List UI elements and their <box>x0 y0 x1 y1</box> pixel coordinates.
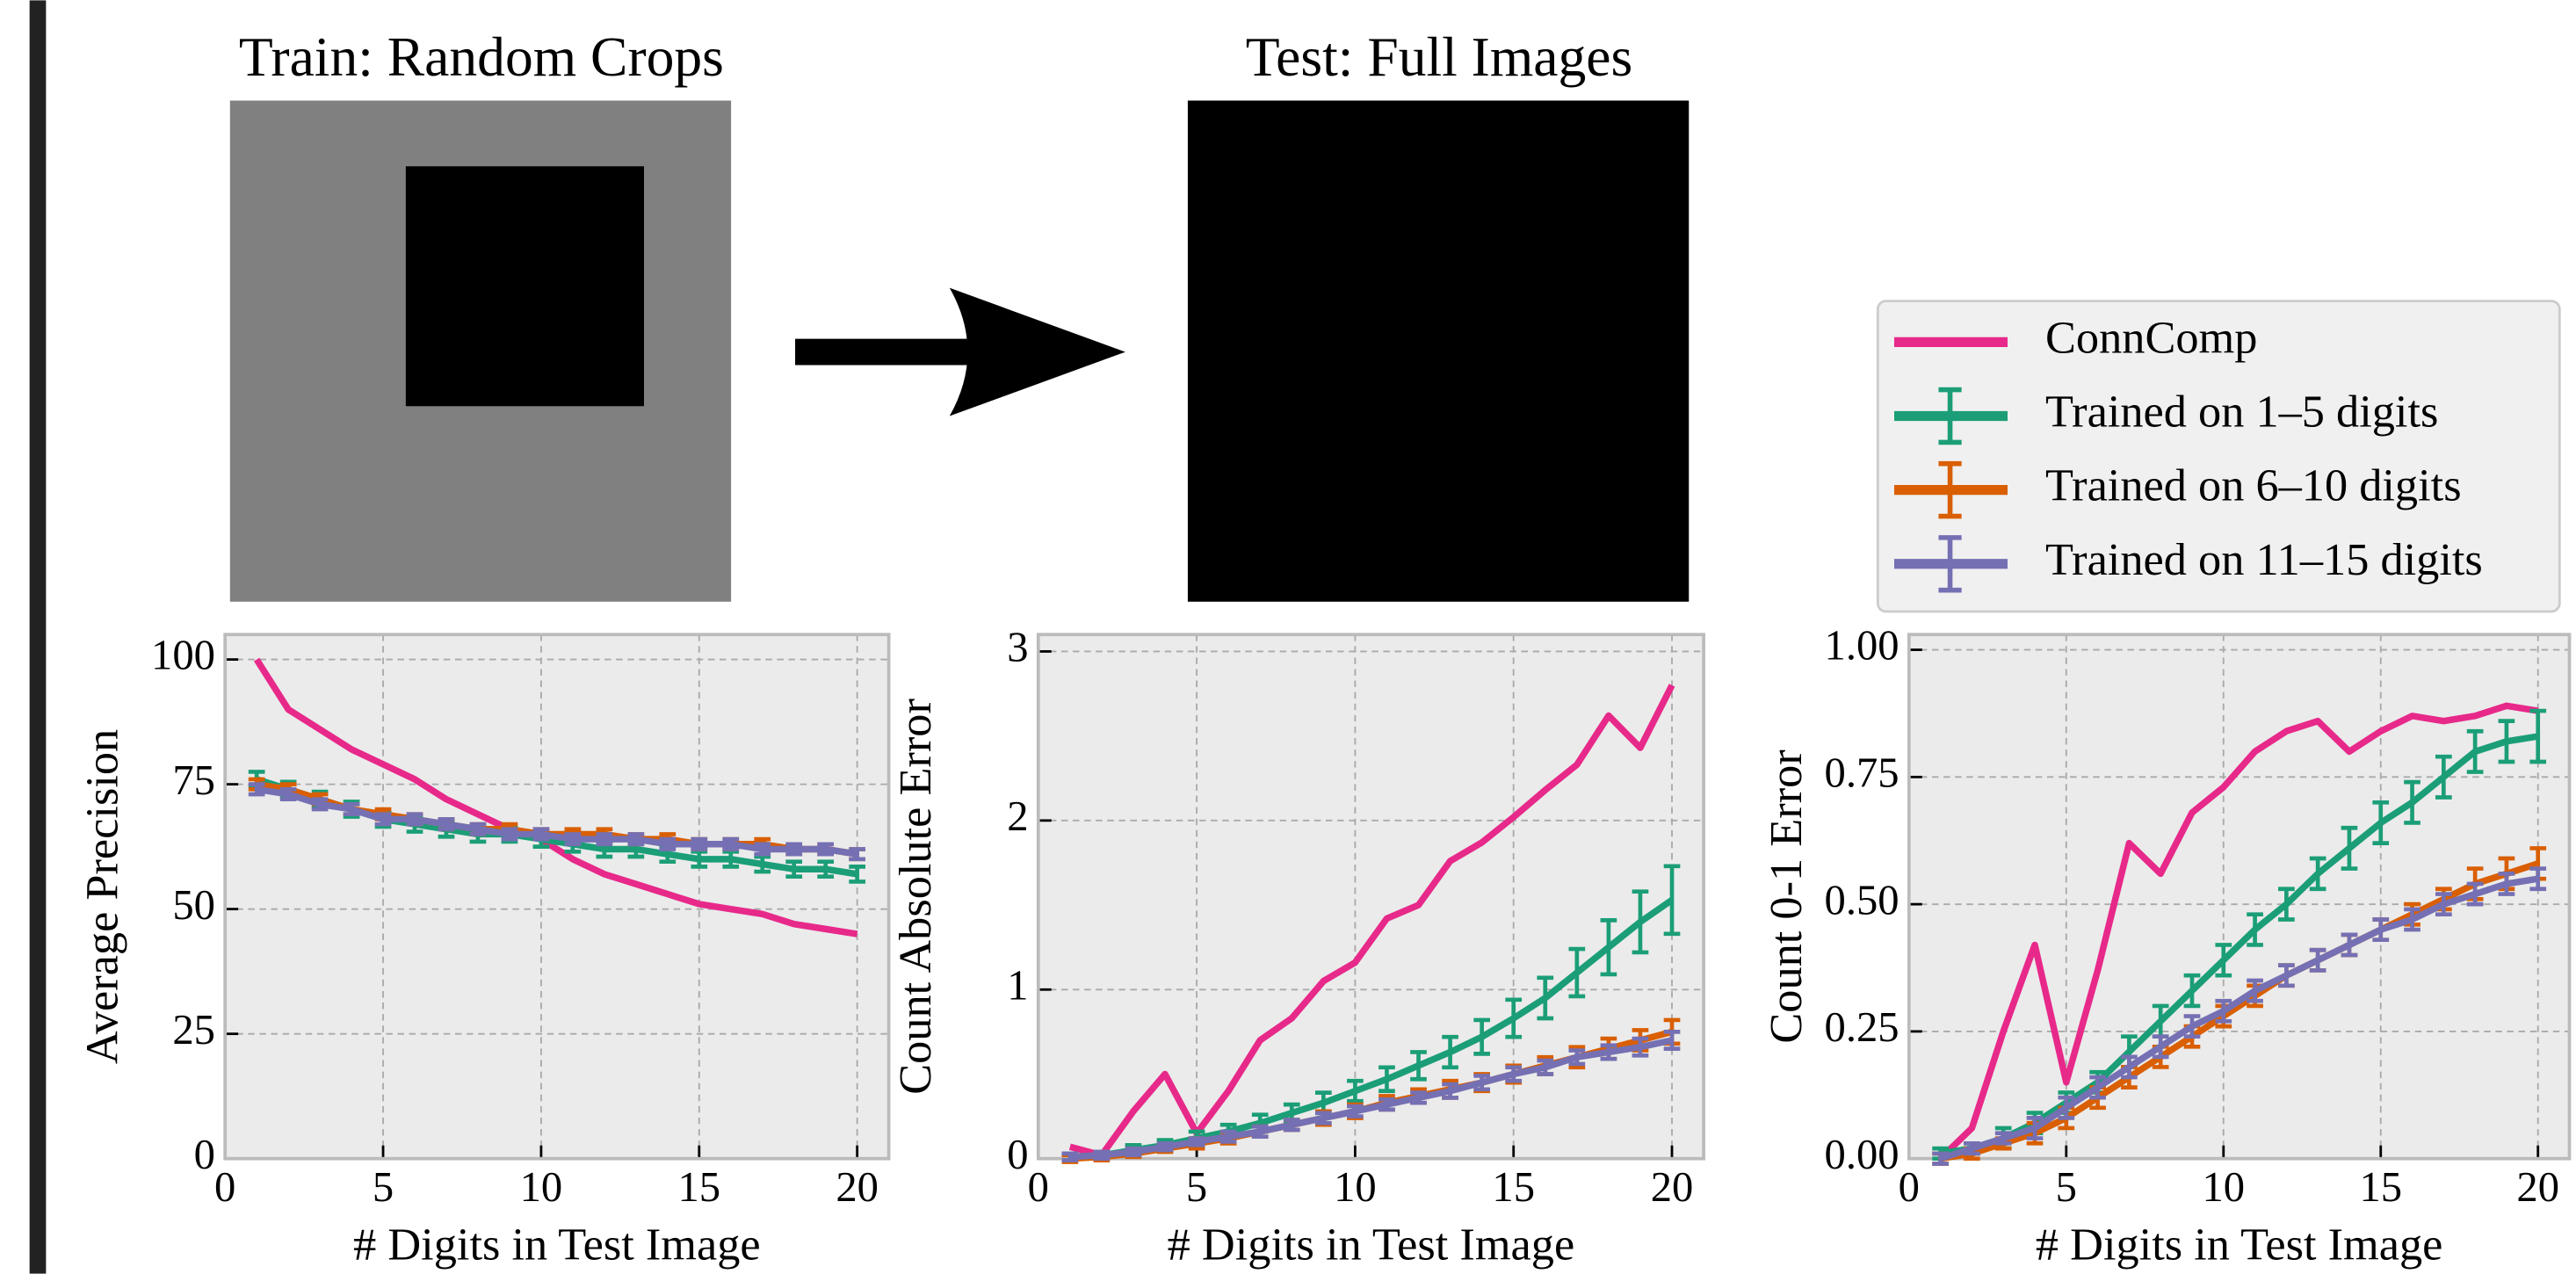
error-bar <box>849 865 865 884</box>
legend-label: Trained on 11–15 digits <box>2045 534 2483 585</box>
y-tick-label: 2 <box>1007 793 1028 840</box>
series-line <box>1068 684 1675 1159</box>
x-tick-label: 20 <box>836 1163 879 1211</box>
plot-area <box>225 634 889 1159</box>
y-tick-label: 100 <box>151 632 215 679</box>
error-bar <box>248 782 265 797</box>
error-bar <box>2529 866 2547 892</box>
series-line <box>1938 702 2539 1162</box>
series-line <box>253 657 858 937</box>
x-tick-label: 0 <box>1899 1163 1920 1211</box>
x-tick-label: 10 <box>1334 1163 1377 1211</box>
series-line <box>1939 875 2539 1162</box>
y-tick-label: 0.00 <box>1825 1131 1899 1178</box>
legend-label: Trained on 6–10 digits <box>2045 460 2462 511</box>
x-tick-label: 0 <box>214 1163 235 1211</box>
test-title: Test: Full Images <box>1246 25 1632 88</box>
x-tick-label: 20 <box>1651 1163 1694 1211</box>
y-tick-label: 0 <box>1007 1131 1028 1178</box>
x-tick-label: 5 <box>373 1163 394 1211</box>
arrow-shaft <box>795 338 976 366</box>
test-image <box>1187 100 1690 602</box>
y-tick-label: 25 <box>172 1006 215 1053</box>
x-tick-label: 15 <box>2359 1163 2402 1211</box>
y-tick-label: 75 <box>172 756 215 804</box>
legend-errorbar <box>1938 387 1962 445</box>
crop-window <box>405 166 644 407</box>
legend-label: Trained on 1–5 digits <box>2045 387 2438 438</box>
y-tick-label: 0 <box>194 1131 215 1178</box>
arrow-head <box>949 287 1125 416</box>
x-tick-label: 5 <box>2056 1163 2077 1211</box>
legend-errorbar <box>1938 535 1962 593</box>
y-tick-label: 3 <box>1007 624 1028 671</box>
side-bar <box>29 0 47 1274</box>
plot-frame <box>1036 633 1705 1161</box>
y-tick-label: 0.50 <box>1825 876 1899 923</box>
legend-label: ConnComp <box>2045 312 2257 363</box>
error-bar <box>849 847 865 862</box>
error-bar <box>2529 708 2547 764</box>
train-title: Train: Random Crops <box>239 25 724 88</box>
legend-box <box>1876 300 2561 613</box>
x-axis-label: # Digits in Test Image <box>2036 1220 2443 1270</box>
y-tick-label: 0.25 <box>1825 1003 1899 1051</box>
x-axis-label: # Digits in Test Image <box>1168 1220 1575 1270</box>
x-tick-label: 10 <box>520 1163 563 1211</box>
x-tick-label: 10 <box>2202 1163 2245 1211</box>
x-tick-label: 15 <box>677 1163 720 1211</box>
y-axis-label: Count Absolute Error <box>890 699 941 1095</box>
y-tick-label: 50 <box>172 881 215 929</box>
y-axis-label: Count 0-1 Error <box>1761 749 1812 1043</box>
y-tick-label: 1.00 <box>1825 622 1899 670</box>
x-tick-label: 20 <box>2516 1163 2559 1211</box>
x-tick-label: 5 <box>1186 1163 1207 1211</box>
plot-area <box>1038 634 1704 1159</box>
y-tick-label: 1 <box>1007 961 1028 1009</box>
plot-frame <box>223 633 891 1161</box>
x-tick-label: 15 <box>1492 1163 1535 1211</box>
plot-frame <box>1907 633 2572 1161</box>
legend-errorbar <box>1938 460 1962 519</box>
y-axis-label: Average Precision <box>77 729 128 1064</box>
x-axis-label: # Digits in Test Image <box>353 1220 761 1270</box>
series-line <box>1940 860 2539 1162</box>
y-tick-label: 0.75 <box>1825 749 1899 797</box>
series-line <box>1069 1037 1673 1161</box>
x-tick-label: 0 <box>1028 1163 1049 1211</box>
series-line <box>256 785 858 858</box>
